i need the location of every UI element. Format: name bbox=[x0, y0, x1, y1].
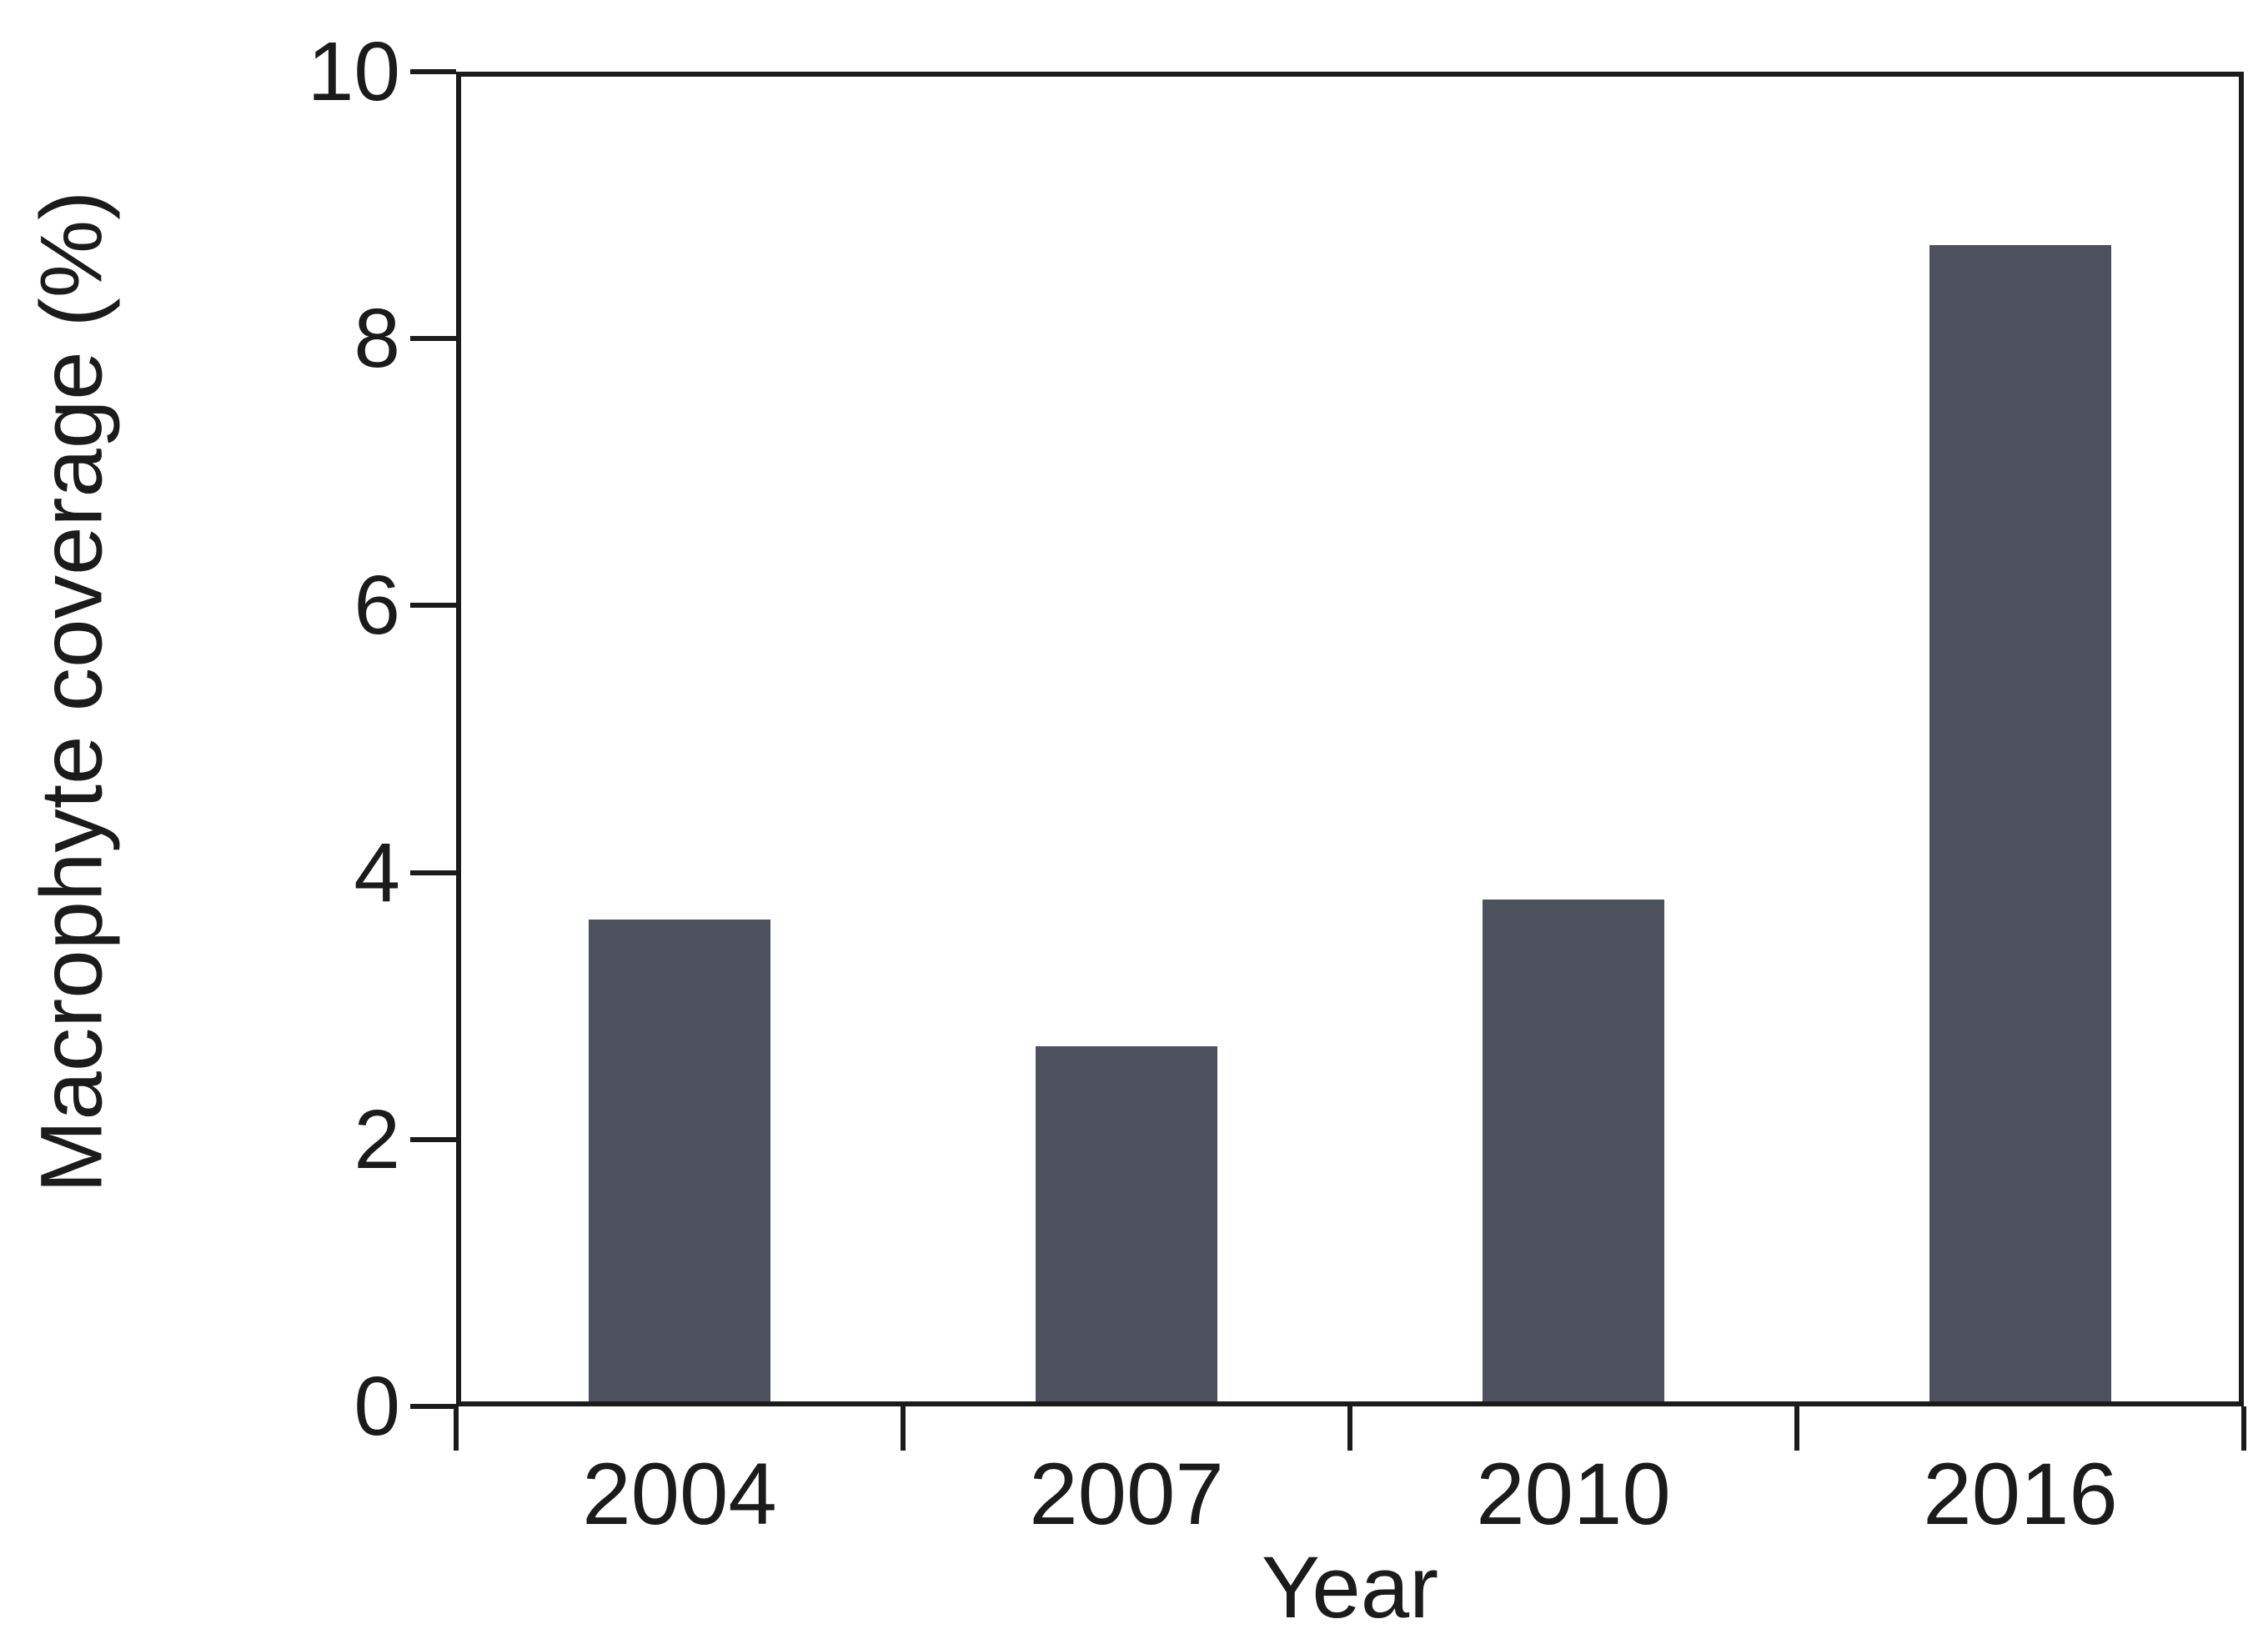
x-tick-label-2007: 2007 bbox=[1029, 1446, 1224, 1543]
y-tick-label-4: 4 bbox=[354, 825, 400, 920]
y-tick-0 bbox=[410, 1404, 456, 1409]
bar-2010 bbox=[1483, 899, 1664, 1406]
bar-2004 bbox=[589, 919, 770, 1406]
x-tick-0 bbox=[454, 1406, 459, 1451]
y-tick-4 bbox=[410, 870, 456, 875]
y-tick-label-8: 8 bbox=[354, 292, 400, 386]
x-tick-label-2016: 2016 bbox=[1923, 1446, 2118, 1543]
x-tick-label-2010: 2010 bbox=[1476, 1446, 1671, 1543]
y-tick-label-6: 6 bbox=[354, 559, 400, 653]
x-tick-4 bbox=[2241, 1406, 2246, 1451]
y-tick-label-2: 2 bbox=[354, 1092, 400, 1186]
y-tick-2 bbox=[410, 1136, 456, 1142]
x-tick-2 bbox=[1347, 1406, 1352, 1451]
x-tick-label-2004: 2004 bbox=[582, 1446, 777, 1543]
x-tick-1 bbox=[901, 1406, 906, 1451]
x-axis-title: Year bbox=[1261, 1539, 1439, 1636]
y-tick-8 bbox=[410, 336, 456, 342]
y-axis-title: Macrophyte coverage (%) bbox=[23, 190, 121, 1194]
bar-2007 bbox=[1036, 1045, 1217, 1406]
y-tick-6 bbox=[410, 603, 456, 609]
x-tick-3 bbox=[1794, 1406, 1799, 1451]
y-tick-label-10: 10 bbox=[307, 25, 400, 118]
bar-2016 bbox=[1929, 245, 2111, 1406]
y-tick-10 bbox=[410, 69, 456, 74]
y-tick-label-0: 0 bbox=[354, 1360, 400, 1453]
